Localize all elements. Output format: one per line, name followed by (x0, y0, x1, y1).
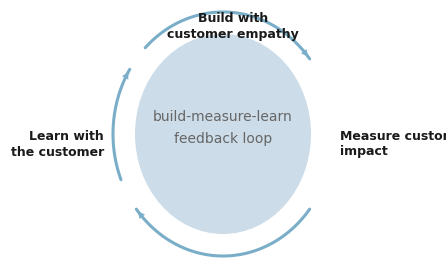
Text: Build with
customer empathy: Build with customer empathy (167, 12, 299, 41)
Text: Learn with
the customer: Learn with the customer (11, 129, 104, 158)
Ellipse shape (135, 34, 311, 234)
Text: Measure customer
impact: Measure customer impact (340, 129, 446, 158)
Text: build-measure-learn
feedback loop: build-measure-learn feedback loop (153, 110, 293, 146)
